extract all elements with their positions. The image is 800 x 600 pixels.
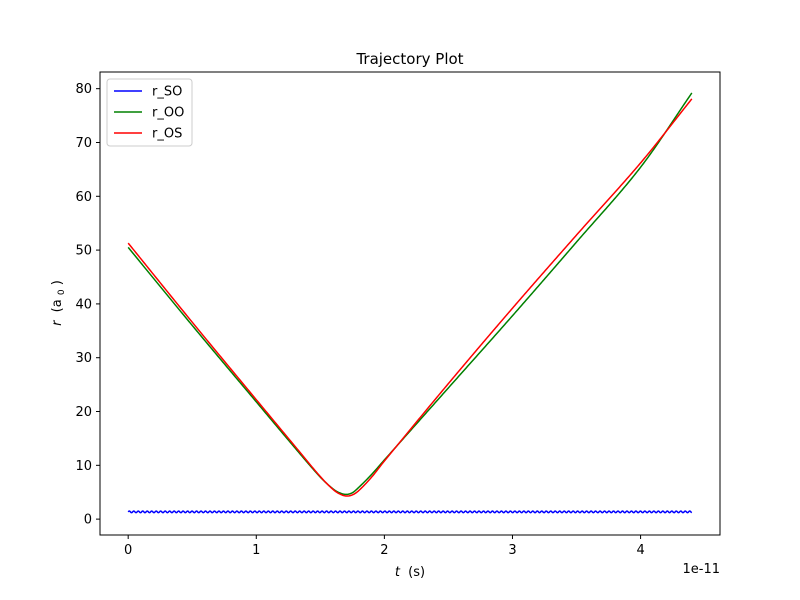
- y-tick-label: 10: [75, 459, 92, 474]
- y-axis-ticks: 0 10 20 30 40 50 60 70 80: [75, 82, 100, 528]
- x-tick-label: 3: [508, 543, 516, 558]
- x-axis-offset-text: 1e-11: [682, 562, 720, 577]
- y-tick-label: 50: [75, 244, 92, 259]
- y-axis-label-symbol: r: [50, 319, 65, 326]
- series-line-r-oo: [127, 92, 693, 496]
- x-axis-label-symbol: t: [395, 565, 401, 580]
- y-axis-label: r (a 0 ): [50, 280, 68, 326]
- plot-area: [100, 72, 720, 535]
- y-tick-label: 30: [75, 351, 92, 366]
- y-tick-label: 0: [84, 513, 92, 528]
- x-tick-label: 0: [124, 543, 132, 558]
- legend-box: [106, 78, 193, 147]
- x-axis-label-unit: (s): [408, 565, 425, 580]
- y-tick-label: 20: [75, 405, 92, 420]
- x-tick-label: 1: [252, 543, 260, 558]
- y-axis-label-unit-close: ): [50, 280, 65, 285]
- y-tick-label: 80: [75, 82, 92, 97]
- y-tick-label: 40: [75, 297, 92, 312]
- series-layer: [127, 92, 693, 514]
- legend-label-r-os: r_OS: [152, 127, 182, 142]
- x-tick-label: 4: [636, 543, 644, 558]
- series-line-r-os: [127, 98, 693, 497]
- x-tick-label: 2: [380, 543, 388, 558]
- legend: r_SO r_OO r_OS: [106, 78, 193, 147]
- y-axis-label-unit-open: (a: [50, 299, 65, 312]
- y-tick-label: 60: [75, 190, 92, 205]
- y-axis-label-unit-sub: 0: [57, 289, 67, 295]
- series-line-r-so: [127, 510, 693, 514]
- legend-label-r-oo: r_OO: [152, 106, 184, 121]
- x-axis-label: t (s): [395, 565, 425, 580]
- chart-title: Trajectory Plot: [355, 50, 463, 68]
- x-axis-ticks: 0 1 2 3 4: [124, 535, 645, 558]
- y-tick-label: 70: [75, 136, 92, 151]
- legend-label-r-so: r_SO: [152, 85, 182, 100]
